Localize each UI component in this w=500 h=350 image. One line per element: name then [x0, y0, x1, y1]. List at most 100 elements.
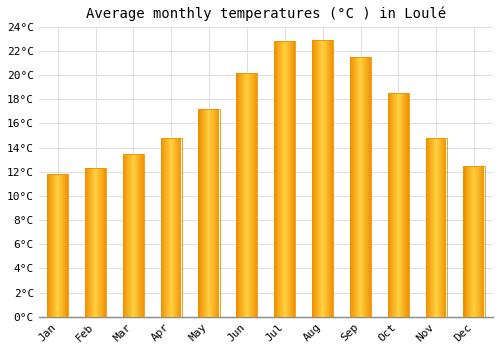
Bar: [317, 40, 318, 317]
Bar: [279, 41, 280, 317]
Bar: [213, 109, 214, 317]
Bar: [316, 40, 317, 317]
Bar: [57, 174, 58, 317]
Bar: [103, 168, 104, 317]
Bar: [161, 138, 182, 317]
Bar: [211, 109, 212, 317]
Bar: [283, 41, 284, 317]
Bar: [85, 168, 106, 317]
Bar: [206, 109, 207, 317]
Bar: [208, 109, 209, 317]
Bar: [177, 138, 178, 317]
Bar: [123, 154, 144, 317]
Bar: [330, 40, 331, 317]
Bar: [130, 154, 131, 317]
Bar: [434, 138, 435, 317]
Bar: [440, 138, 441, 317]
Bar: [85, 168, 86, 317]
Bar: [55, 174, 56, 317]
Bar: [241, 73, 242, 317]
Bar: [160, 138, 161, 317]
Bar: [394, 93, 395, 317]
Bar: [127, 154, 128, 317]
Bar: [475, 166, 476, 317]
Bar: [426, 138, 446, 317]
Bar: [433, 138, 434, 317]
Bar: [469, 166, 470, 317]
Bar: [398, 93, 399, 317]
Bar: [53, 174, 54, 317]
Bar: [162, 138, 163, 317]
Bar: [321, 40, 322, 317]
Bar: [368, 57, 369, 317]
Bar: [131, 154, 132, 317]
Bar: [54, 174, 55, 317]
Bar: [90, 168, 91, 317]
Bar: [445, 138, 446, 317]
Bar: [244, 73, 245, 317]
Bar: [95, 168, 96, 317]
Bar: [473, 166, 474, 317]
Bar: [276, 41, 277, 317]
Bar: [289, 41, 290, 317]
Bar: [388, 93, 389, 317]
Bar: [407, 93, 408, 317]
Bar: [483, 166, 484, 317]
Bar: [243, 73, 244, 317]
Bar: [287, 41, 288, 317]
Bar: [256, 73, 257, 317]
Bar: [56, 174, 57, 317]
Bar: [93, 168, 94, 317]
Bar: [200, 109, 201, 317]
Bar: [288, 41, 289, 317]
Bar: [212, 109, 213, 317]
Bar: [388, 93, 409, 317]
Bar: [60, 174, 61, 317]
Bar: [137, 154, 138, 317]
Bar: [286, 41, 287, 317]
Bar: [313, 40, 314, 317]
Bar: [215, 109, 216, 317]
Bar: [277, 41, 278, 317]
Bar: [404, 93, 405, 317]
Bar: [164, 138, 165, 317]
Bar: [143, 154, 144, 317]
Bar: [399, 93, 400, 317]
Bar: [280, 41, 281, 317]
Bar: [138, 154, 139, 317]
Bar: [217, 109, 218, 317]
Bar: [63, 174, 64, 317]
Bar: [136, 154, 137, 317]
Bar: [124, 154, 125, 317]
Bar: [123, 154, 124, 317]
Bar: [470, 166, 472, 317]
Bar: [178, 138, 179, 317]
Bar: [480, 166, 481, 317]
Bar: [364, 57, 365, 317]
Bar: [97, 168, 98, 317]
Bar: [214, 109, 215, 317]
Bar: [252, 73, 253, 317]
Bar: [250, 73, 251, 317]
Bar: [431, 138, 432, 317]
Bar: [363, 57, 364, 317]
Bar: [442, 138, 443, 317]
Bar: [245, 73, 246, 317]
Bar: [292, 41, 293, 317]
Bar: [237, 73, 238, 317]
Bar: [290, 41, 291, 317]
Bar: [441, 138, 442, 317]
Bar: [163, 138, 164, 317]
Bar: [161, 138, 162, 317]
Bar: [353, 57, 354, 317]
Bar: [104, 168, 105, 317]
Bar: [397, 93, 398, 317]
Bar: [207, 109, 208, 317]
Bar: [472, 166, 473, 317]
Bar: [201, 109, 202, 317]
Bar: [236, 73, 258, 317]
Bar: [59, 174, 60, 317]
Bar: [323, 40, 324, 317]
Bar: [366, 57, 367, 317]
Bar: [62, 174, 63, 317]
